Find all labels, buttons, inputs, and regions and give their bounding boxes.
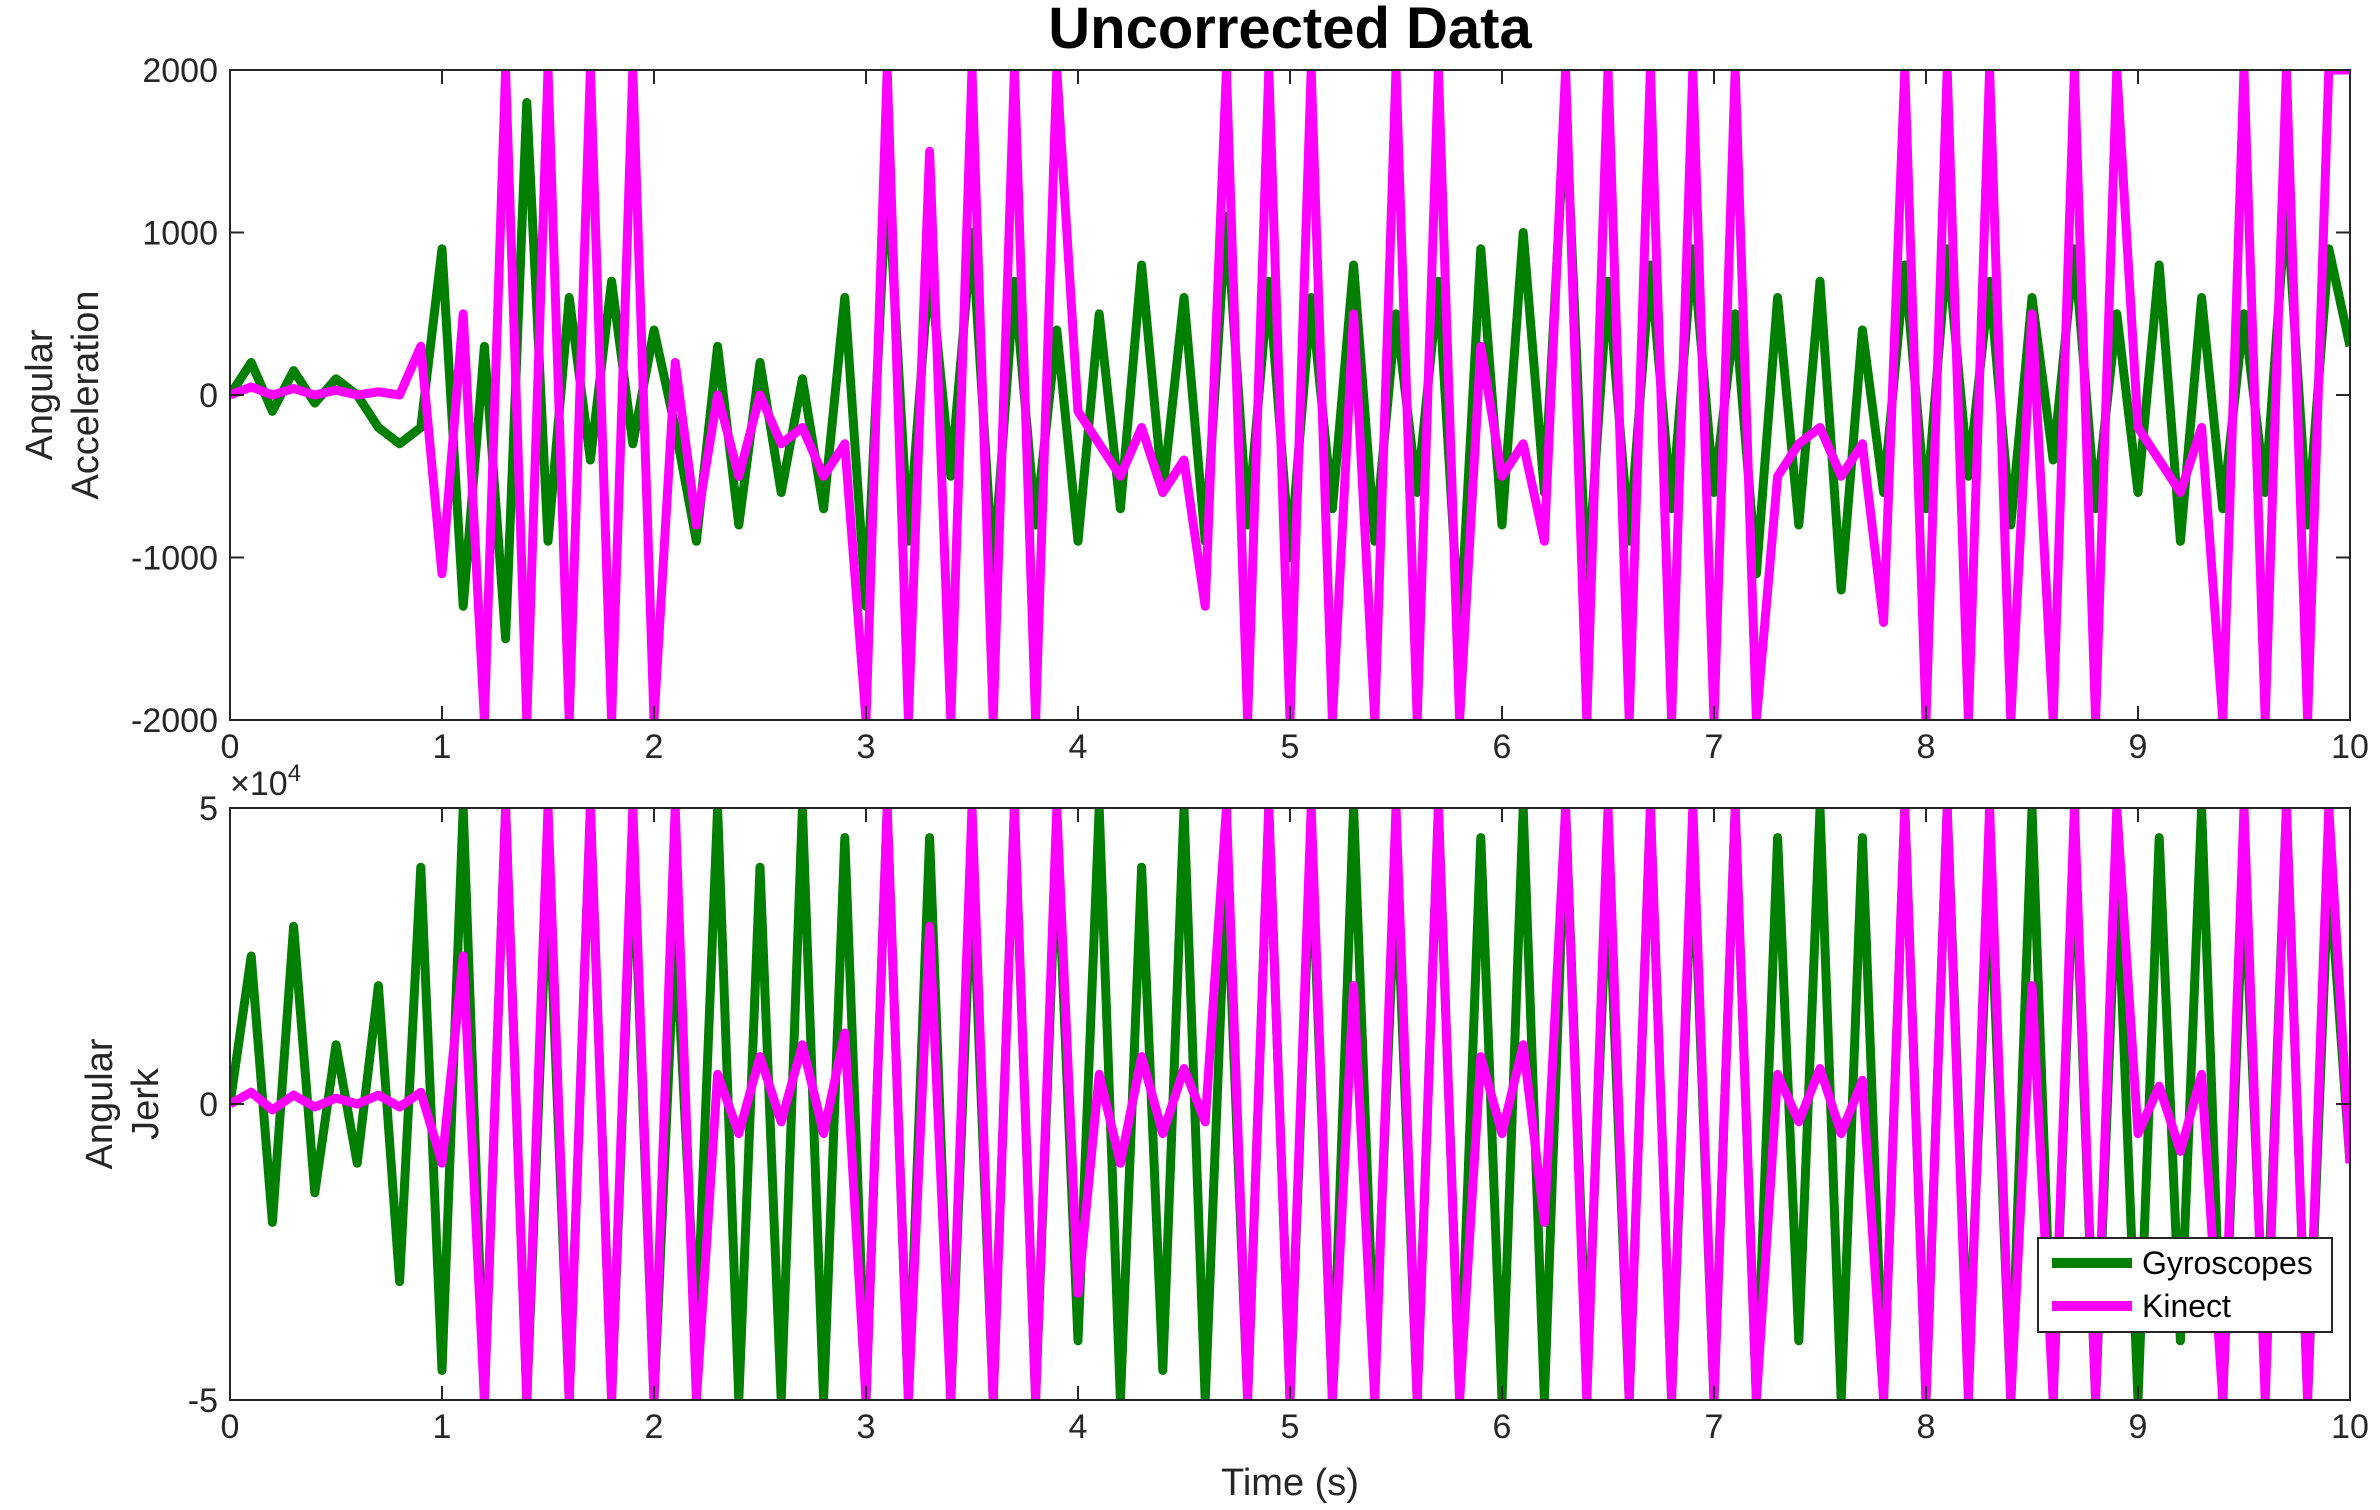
jerk-exponent-label: ×104 <box>230 760 301 803</box>
jerk-ylabel-line1: Angular <box>79 1038 121 1169</box>
jerk-xtick-label: 9 <box>2129 1408 2148 1446</box>
acceleration-plot-lines <box>230 70 2350 720</box>
jerk-series-kinect <box>230 808 2350 1400</box>
acceleration-xtick-label: 5 <box>1281 728 1300 766</box>
acceleration-ytick-label: 0 <box>199 377 218 415</box>
jerk-xtick-label: 3 <box>857 1408 876 1446</box>
jerk-ytick-label: 0 <box>199 1086 218 1124</box>
acceleration-xtick-label: 9 <box>2129 728 2148 766</box>
jerk-plot-ticks: 0 1 2 3 4 5 6 7 8 9 10-505 <box>188 790 2369 1446</box>
jerk-ytick-label: -5 <box>188 1382 218 1420</box>
jerk-xtick-label: 5 <box>1281 1408 1300 1446</box>
acceleration-xtick-label: 1 <box>433 728 452 766</box>
acceleration-xtick-label: 3 <box>857 728 876 766</box>
acceleration-plot-ticks: 0 1 2 3 4 5 6 7 8 9 10 -2000 -1000 0 1000 2000 <box>131 52 2369 766</box>
jerk-exponent-base: ×10 <box>230 765 288 803</box>
jerk-xlabel: Time (s) <box>1221 1462 1359 1504</box>
legend-kinect-label: Kinect <box>2142 1288 2231 1324</box>
acceleration-ytick-label: 2000 <box>142 52 218 90</box>
legend: Gyroscopes Kinect <box>2037 1237 2333 1333</box>
jerk-xtick-label: 7 <box>1705 1408 1724 1446</box>
jerk-xtick-label: 1 <box>433 1408 452 1446</box>
acceleration-xtick-label: 6 <box>1493 728 1512 766</box>
acceleration-ylabel-line2: Acceleration <box>65 290 107 499</box>
acceleration-xtick-label: 4 <box>1069 728 1088 766</box>
acceleration-series-kinect <box>230 70 2350 720</box>
jerk-xtick-label: 10 <box>2331 1408 2369 1446</box>
acceleration-xtick-label: 2 <box>645 728 664 766</box>
acceleration-xtick-label: 0 <box>221 728 240 766</box>
legend-gyroscopes-label: Gyroscopes <box>2142 1245 2313 1281</box>
jerk-ylabel-line2: Jerk <box>125 1067 167 1140</box>
jerk-xtick-label: 8 <box>1917 1408 1936 1446</box>
jerk-exponent-power: 4 <box>288 760 301 787</box>
acceleration-xtick-label: 10 <box>2331 728 2369 766</box>
jerk-plot: 0 1 2 3 4 5 6 7 8 9 10-505 ×104 Angular Jerk Time … <box>79 760 2369 1504</box>
acceleration-ytick-label: -2000 <box>131 702 218 740</box>
acceleration-xtick-label: 7 <box>1705 728 1724 766</box>
jerk-ytick-label: 5 <box>199 790 218 828</box>
acceleration-ylabel-line1: Angular <box>19 329 61 460</box>
jerk-plot-lines <box>230 808 2350 1400</box>
jerk-xtick-label: 6 <box>1493 1408 1512 1446</box>
acceleration-xtick-label: 8 <box>1917 728 1936 766</box>
jerk-xtick-label: 0 <box>221 1408 240 1446</box>
jerk-xtick-label: 2 <box>645 1408 664 1446</box>
jerk-xtick-label: 4 <box>1069 1408 1088 1446</box>
legend-box <box>2037 1237 2333 1333</box>
acceleration-ytick-label: 1000 <box>142 215 218 253</box>
figure-title: Uncorrected Data <box>1048 0 1532 61</box>
acceleration-ytick-label: -1000 <box>131 540 218 578</box>
